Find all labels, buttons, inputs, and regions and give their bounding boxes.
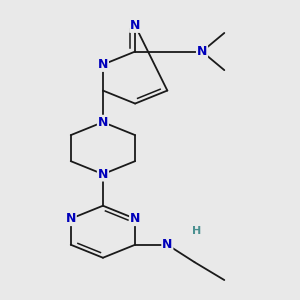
Text: N: N [130, 19, 140, 32]
Text: N: N [197, 45, 207, 58]
Text: N: N [98, 116, 108, 129]
Text: N: N [130, 212, 140, 225]
Text: H: H [192, 226, 202, 236]
Text: N: N [98, 168, 108, 181]
Text: N: N [162, 238, 172, 251]
Text: N: N [66, 212, 76, 225]
Text: N: N [98, 58, 108, 71]
